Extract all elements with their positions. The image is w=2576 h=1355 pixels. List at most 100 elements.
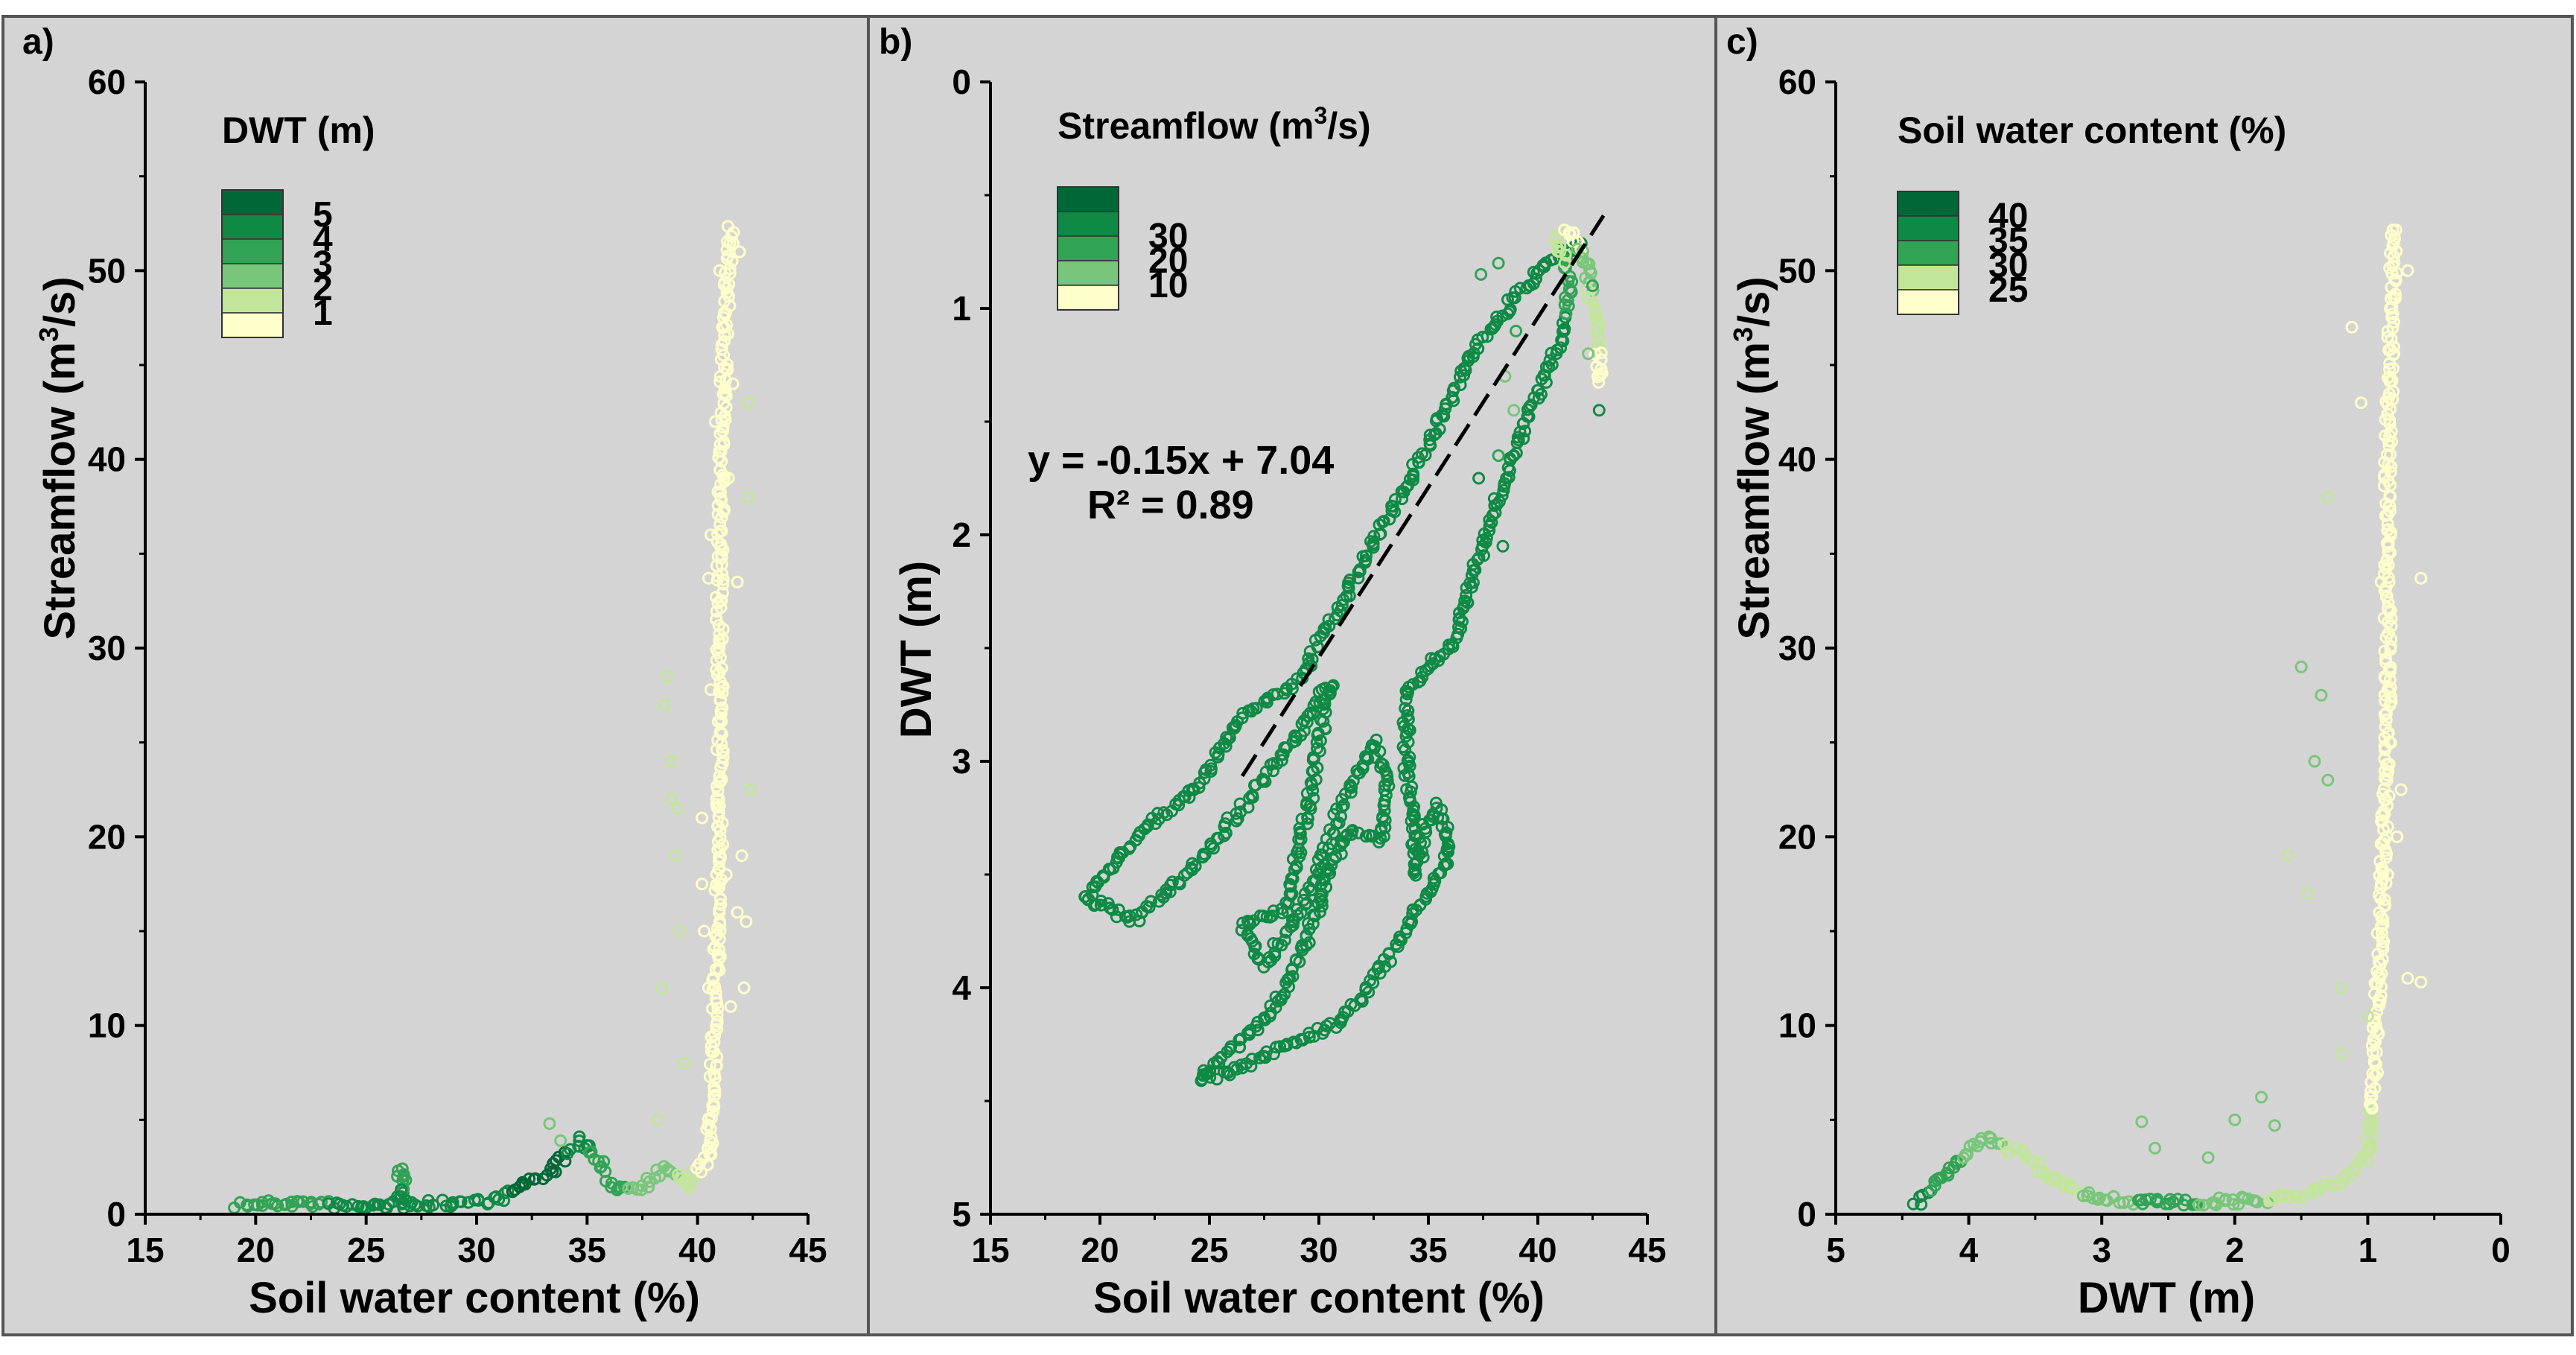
point-b-path-508 xyxy=(1352,826,1365,840)
point-b-path-947 xyxy=(1592,375,1606,389)
point-a-path-66 xyxy=(411,1199,424,1213)
legend-swatch-b-1 xyxy=(1057,211,1119,237)
legend-label-c-3: 25 xyxy=(1988,270,2028,310)
point-a-path-70 xyxy=(427,1199,439,1212)
point-b-path-516 xyxy=(1334,840,1347,853)
x-tick-label-b-4: 35 xyxy=(1409,1231,1447,1269)
point-a-path-87 xyxy=(492,1193,506,1206)
point-a-scatter-25 xyxy=(719,868,733,881)
point-c-scatter-20 xyxy=(2255,1091,2268,1104)
point-b-path-622 xyxy=(1294,1032,1308,1046)
point-b-path-935 xyxy=(1592,331,1606,345)
legend-swatch-c-0 xyxy=(1897,191,1959,217)
legend-title-c: Soil water content (%) xyxy=(1898,110,2286,151)
legend-label-a-1: 4 xyxy=(313,220,333,259)
point-c-path-48 xyxy=(2050,1173,2064,1187)
point-c-path-200 xyxy=(2376,913,2390,926)
point-b-path-91 xyxy=(1383,513,1396,526)
x-tick-label-b-6: 45 xyxy=(1628,1231,1666,1269)
point-a-scatter-17 xyxy=(722,472,735,485)
point-b-path-524 xyxy=(1323,864,1335,878)
point-b-path-132 xyxy=(1303,645,1317,659)
y-axis-label-a-part2: /s) xyxy=(36,276,84,327)
point-a-scatter-29 xyxy=(698,924,711,938)
point-a-path-373 xyxy=(713,375,727,389)
point-a-path-18 xyxy=(296,1195,310,1208)
legend-label-c-2: 30 xyxy=(1988,246,2028,285)
point-c-path-197 xyxy=(2376,918,2390,931)
point-a-scatter-13 xyxy=(726,377,740,390)
point-b-path-233 xyxy=(1112,903,1125,916)
scatter-points-c xyxy=(1906,223,2428,1212)
y-tick-label-a-0: 0 xyxy=(106,1195,126,1234)
legend-label-a-0: 5 xyxy=(313,195,333,235)
point-c-path-73 xyxy=(2143,1193,2157,1206)
panel-c-background xyxy=(1716,16,2572,1335)
legend-title-b-superscript: 3 xyxy=(1314,102,1328,129)
point-b-path-613 xyxy=(1268,1047,1280,1061)
point-a-path-229 xyxy=(713,915,726,928)
y-tick-label-b-2: 2 xyxy=(952,515,971,554)
point-c-path-60 xyxy=(2092,1193,2105,1206)
point-c-path-270 xyxy=(2379,653,2392,666)
point-b-path-290 xyxy=(1256,772,1270,786)
point-b-path-261 xyxy=(1189,860,1202,873)
x-tick-label-b-5: 40 xyxy=(1518,1231,1556,1269)
point-a-scatter-9 xyxy=(554,1134,567,1147)
point-a-scatter-11 xyxy=(671,802,684,815)
y-tick-label-b-3: 3 xyxy=(952,742,971,781)
point-a-path-184 xyxy=(707,1081,721,1094)
point-c-path-323 xyxy=(2378,456,2391,469)
point-a-scatter-10 xyxy=(664,755,678,768)
y-tick-label-a-4: 40 xyxy=(88,440,126,479)
x-tick-label-b-0: 15 xyxy=(971,1231,1009,1269)
point-a-path-285 xyxy=(714,707,728,720)
y-tick-label-c-1: 10 xyxy=(1778,1006,1816,1045)
point-c-path-96 xyxy=(2227,1198,2240,1211)
legend-frame-b xyxy=(1057,186,1119,311)
point-b-path-801 xyxy=(1460,588,1473,602)
point-a-scatter-7 xyxy=(651,1113,664,1126)
point-b-path-443 xyxy=(1314,848,1327,861)
point-a-path-17 xyxy=(290,1195,304,1208)
legend-swatch-b-3 xyxy=(1057,260,1119,286)
point-b-path-108 xyxy=(1352,565,1365,579)
point-b-path-84 xyxy=(1395,485,1408,498)
point-a-path-157 xyxy=(685,1174,699,1187)
point-a-path-359 xyxy=(713,427,727,440)
point-c-scatter-24 xyxy=(2381,868,2394,881)
point-c-scatter-7 xyxy=(2355,396,2367,410)
legend-label-a-3: 2 xyxy=(313,269,333,308)
point-b-path-860 xyxy=(1531,384,1545,397)
point-a-path-218 xyxy=(713,950,727,963)
point-b-path-877 xyxy=(1558,323,1571,335)
y-axis-label-c-part1: Streamflow (m xyxy=(1730,342,1778,640)
y-tick-label-b-4: 4 xyxy=(952,968,971,1007)
point-b-path-606 xyxy=(1244,1059,1258,1073)
point-c-path-35 xyxy=(2015,1143,2029,1157)
point-a-path-118 xyxy=(582,1139,596,1152)
legend-label-b-2: 10 xyxy=(1148,266,1188,305)
point-b-path-747 xyxy=(1398,769,1411,782)
point-a-scatter-12 xyxy=(717,320,731,334)
point-c-path-206 xyxy=(2373,888,2385,901)
x-tick-label-a-1: 20 xyxy=(237,1231,275,1269)
point-b-path-700 xyxy=(1429,796,1443,810)
point-b-path-328 xyxy=(1317,698,1331,711)
point-b-path-416 xyxy=(1271,937,1285,951)
point-a-path-293 xyxy=(713,675,727,688)
point-a-scatter-1 xyxy=(660,670,673,683)
point-a-path-272 xyxy=(716,750,730,764)
y-tick-label-a-3: 30 xyxy=(88,629,126,667)
point-a-scatter-19 xyxy=(731,575,744,588)
point-b-path-303 xyxy=(1288,729,1301,743)
point-a-scatter-15 xyxy=(733,245,746,258)
point-b-path-540 xyxy=(1303,922,1316,936)
legend-label-c-0: 40 xyxy=(1988,197,2028,236)
point-b-path-372 xyxy=(1290,860,1303,874)
point-a-path-77 xyxy=(454,1195,467,1208)
